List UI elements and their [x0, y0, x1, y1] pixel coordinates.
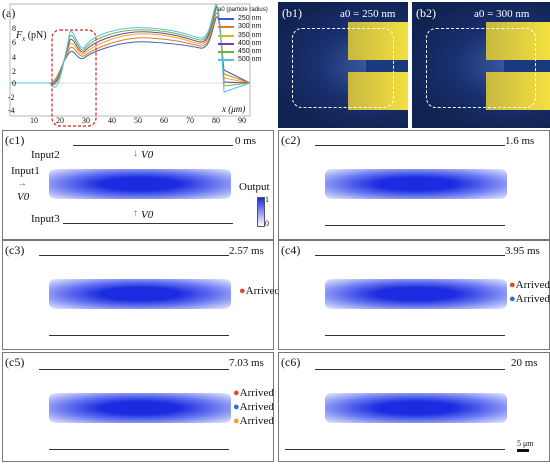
arrived-label: ●Arrived [239, 285, 280, 297]
time-label: 7.03 ms [229, 357, 264, 369]
waveguide-gap [366, 60, 408, 72]
top-track [39, 369, 229, 370]
top-track [39, 255, 229, 256]
top-track [315, 145, 505, 146]
v0-top: V0 [141, 149, 154, 161]
scale-label: 5 μm [517, 439, 534, 448]
b2-caption: a0 = 300 nm [474, 8, 530, 20]
legend-item: 250 nm [218, 15, 268, 23]
legend-item: 450 nm [218, 48, 268, 56]
legend-title: a0 (particle radius) [218, 7, 268, 13]
arrived-label: ●Arrived [233, 387, 274, 399]
top-track [315, 255, 505, 256]
panel-b1-label: (b1) [282, 6, 302, 20]
time-label: 2.57 ms [229, 245, 264, 257]
time-label: 3.95 ms [505, 245, 540, 257]
panel-b2: (b2) a0 = 300 nm [412, 2, 550, 128]
bottom-track [325, 225, 505, 226]
panel-c5: (c5) 7.03 ms ●Arrived ●Arrived ●Arrived [2, 352, 274, 462]
legend-item: 500 nm [218, 56, 268, 64]
input1-label: Input1 [11, 165, 40, 177]
colorbar [257, 197, 265, 227]
panel-c3-label: (c3) [5, 243, 25, 257]
arrived-label: ●Arrived [233, 401, 274, 413]
bottom-track [49, 335, 229, 336]
b1-caption: a0 = 250 nm [340, 8, 396, 20]
v0-bottom: V0 [141, 209, 154, 221]
output-label: Output [239, 181, 270, 193]
legend-item: 300 nm [218, 23, 268, 31]
panel-c6-label: (c6) [281, 355, 301, 369]
arrow-up-icon: ↑ [133, 208, 138, 219]
waveguide-lower [348, 72, 408, 110]
panel-c2: (c2) 1.6 ms [278, 130, 550, 240]
scale-bar [517, 449, 529, 452]
bottom-track [63, 223, 233, 224]
waveguide-lower [486, 72, 550, 110]
dashed-outline [426, 28, 536, 108]
waveguide [325, 393, 507, 423]
input2-label: Input2 [31, 149, 60, 161]
xlabel: x (μm) [222, 104, 246, 114]
waveguide [49, 169, 231, 199]
time-label: 1.6 ms [505, 135, 535, 147]
panel-c3: (c3) 2.57 ms ●Arrived [2, 240, 280, 350]
panel-c1-label: (c1) [5, 133, 25, 147]
time-label: 0 ms [235, 135, 257, 147]
bottom-track [49, 449, 229, 450]
panel-c6: (c6) 20 ms 5 μm [278, 352, 550, 462]
panel-a-plot [9, 3, 251, 127]
colorbar-max: 1 [265, 195, 269, 204]
dashed-outline [292, 28, 394, 108]
waveguide [49, 393, 231, 423]
bottom-track [285, 449, 505, 450]
legend-item: 400 nm [218, 40, 268, 48]
ylabel: Fx (pN) [16, 30, 47, 43]
panel-a: (a) Fx (pN) 8 6 4 2 0 -2 -4 10 20 30 40 … [0, 0, 272, 128]
panel-c4-label: (c4) [281, 243, 301, 257]
arrow-right-icon: → [17, 178, 27, 189]
time-label: 20 ms [511, 357, 538, 369]
arrived-label: ●Arrived [509, 279, 550, 291]
colorbar-min: 0 [265, 219, 269, 228]
waveguide [325, 169, 507, 199]
panel-c1: (c1) 0 ms Input2 Input1 Input3 Output V0… [2, 130, 274, 240]
legend-item: 350 nm [218, 32, 268, 40]
input3-label: Input3 [31, 213, 60, 225]
waveguide-gap [504, 60, 550, 72]
panel-c4: (c4) 3.95 ms ●Arrived ●Arrived [278, 240, 550, 350]
panel-c5-label: (c5) [5, 355, 25, 369]
top-track [73, 145, 233, 146]
waveguide [49, 279, 231, 309]
legend: a0 (particle radius) 250 nm 300 nm 350 n… [218, 6, 268, 64]
bottom-track [325, 335, 505, 336]
panel-a-label: (a) [2, 6, 16, 20]
arrived-label: ●Arrived [233, 415, 274, 427]
panel-c2-label: (c2) [281, 133, 301, 147]
v0-left: V0 [17, 191, 30, 203]
panel-b2-label: (b2) [416, 6, 436, 20]
arrived-label: ●Arrived [509, 293, 550, 305]
top-track [315, 369, 505, 370]
arrow-down-icon: ↓ [133, 148, 138, 159]
waveguide [325, 279, 507, 309]
panel-b1: (b1) a0 = 250 nm [278, 2, 408, 128]
